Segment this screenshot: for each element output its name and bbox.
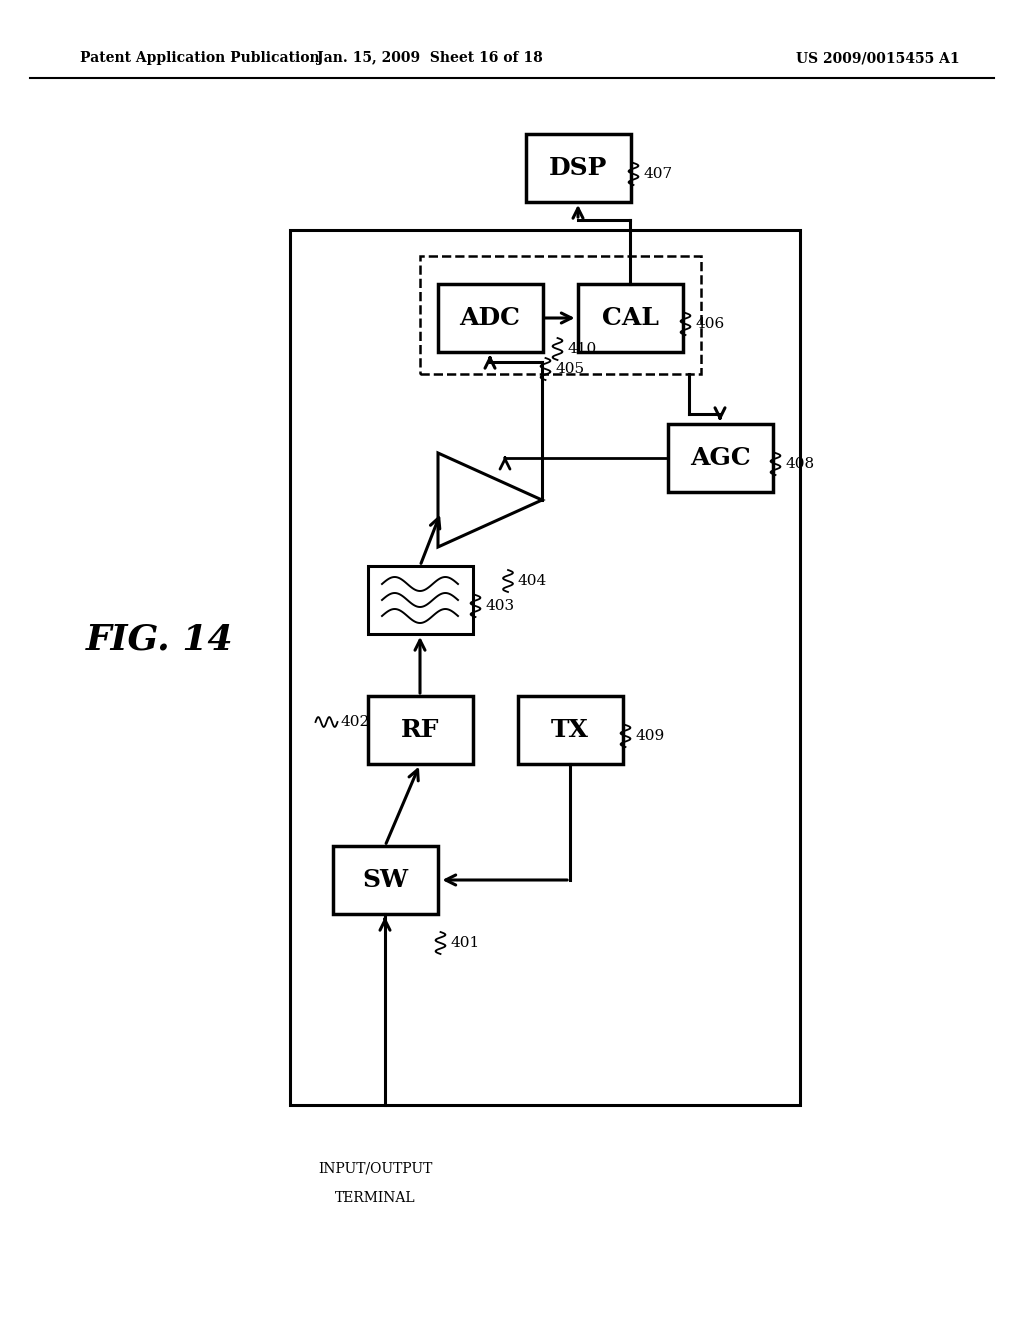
Bar	[517, 696, 623, 764]
Text: 401: 401	[451, 936, 480, 950]
Bar	[668, 424, 772, 492]
Text: 408: 408	[785, 457, 815, 471]
Text: 406: 406	[695, 317, 725, 331]
Text: 402: 402	[341, 715, 370, 729]
Text: FIG. 14: FIG. 14	[86, 623, 233, 657]
Bar	[437, 284, 543, 352]
Text: RF: RF	[400, 718, 439, 742]
Text: US 2009/0015455 A1: US 2009/0015455 A1	[797, 51, 961, 65]
Text: 409: 409	[636, 729, 665, 743]
Text: Jan. 15, 2009  Sheet 16 of 18: Jan. 15, 2009 Sheet 16 of 18	[317, 51, 543, 65]
Text: 405: 405	[555, 362, 585, 376]
Text: TX: TX	[551, 718, 589, 742]
Bar	[420, 256, 700, 374]
Text: TERMINAL: TERMINAL	[335, 1191, 416, 1205]
Text: 403: 403	[485, 599, 515, 612]
Bar	[525, 135, 631, 202]
Bar	[290, 230, 800, 1105]
Polygon shape	[438, 453, 542, 546]
Text: INPUT/OUTPUT: INPUT/OUTPUT	[317, 1162, 432, 1175]
Text: DSP: DSP	[549, 156, 607, 180]
Text: AGC: AGC	[689, 446, 751, 470]
Text: CAL: CAL	[601, 306, 658, 330]
Bar	[368, 696, 472, 764]
Bar	[333, 846, 437, 913]
Text: Patent Application Publication: Patent Application Publication	[80, 51, 319, 65]
Text: ADC: ADC	[460, 306, 520, 330]
Text: 404: 404	[518, 574, 547, 587]
Bar	[578, 284, 683, 352]
Text: SW: SW	[361, 869, 408, 892]
Bar	[368, 566, 472, 634]
Text: 410: 410	[567, 342, 597, 356]
Text: 407: 407	[643, 168, 673, 181]
